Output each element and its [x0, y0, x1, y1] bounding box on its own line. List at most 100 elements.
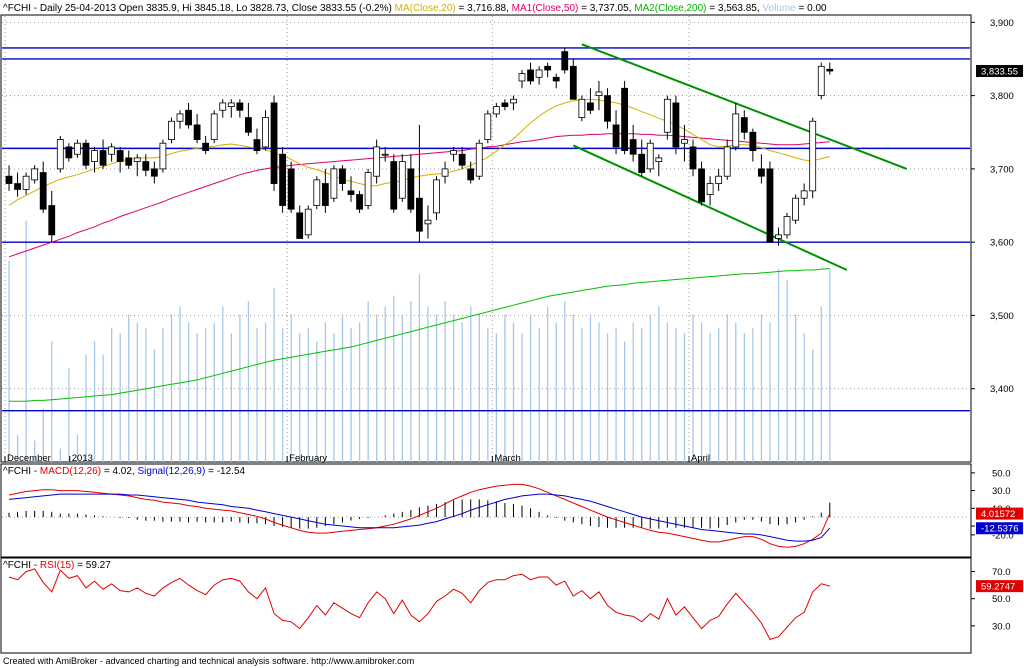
candle-body	[56, 139, 64, 170]
last-price-box	[976, 65, 1023, 78]
candle-body	[527, 69, 534, 82]
volume-bar	[299, 333, 301, 462]
volume-bar	[85, 354, 87, 462]
volume-bar	[34, 440, 36, 462]
candle-body	[672, 102, 680, 148]
volume-bar	[230, 333, 232, 462]
candle-body	[681, 139, 688, 144]
volume-bar	[418, 274, 421, 462]
candle-body	[775, 234, 782, 239]
candle-body	[706, 183, 714, 195]
candle-body	[262, 117, 269, 148]
volume-bar	[358, 322, 361, 462]
candle-body	[116, 150, 124, 162]
ma200-line	[9, 268, 830, 402]
volume-bar	[290, 314, 292, 462]
candle-body	[749, 131, 757, 151]
month-label: December	[7, 453, 51, 464]
candle-body	[569, 65, 577, 100]
candle-body	[595, 91, 603, 97]
footer-credit: Created with AmiBroker - advanced charti…	[3, 656, 415, 666]
volume-bar	[504, 314, 506, 462]
candle-body	[544, 65, 552, 71]
candle-body	[792, 197, 799, 221]
candle-body	[91, 150, 98, 162]
candle-body	[809, 120, 817, 192]
trend-line	[572, 144, 848, 271]
rsi-last-label: 59.2747	[981, 582, 1015, 593]
volume-bar	[341, 314, 344, 462]
macd-last-label: 4.01572	[981, 509, 1015, 520]
signal-line	[8, 493, 831, 542]
candle-body	[492, 106, 500, 115]
candle-body	[99, 150, 107, 166]
main-header: ^FCHI - Daily 25-04-2013 Open 3835.9, Hi…	[3, 3, 827, 15]
volume-bar	[487, 327, 489, 462]
rsi-plot: 70.0 50.0 30.0 59.2747	[8, 567, 1023, 641]
volume-bar	[435, 314, 438, 462]
candle-body	[424, 219, 432, 225]
candle-body	[723, 146, 731, 177]
candle-body	[398, 161, 406, 199]
price-tick-label: 3,700	[990, 164, 1014, 175]
candle-body	[638, 153, 646, 173]
candle-body	[330, 168, 338, 199]
ma200-value: = 3,563.85,	[709, 3, 760, 14]
candle-body	[279, 153, 287, 206]
volume-bar	[658, 306, 660, 462]
volume-bar	[700, 322, 703, 462]
candle-body	[407, 168, 415, 210]
volume-bar	[42, 408, 44, 462]
trend-line	[581, 43, 908, 170]
signal-label: Signal(12,26,9)	[137, 466, 206, 477]
volume-bar	[478, 314, 480, 462]
candle-body	[364, 172, 372, 206]
candle-body	[356, 194, 363, 210]
candle-body	[193, 124, 201, 140]
candle-body	[219, 102, 227, 111]
volume-bar	[222, 306, 224, 462]
volume-bar	[59, 448, 61, 462]
signal-last-label: -12.5376	[981, 524, 1019, 535]
candle-body	[467, 168, 475, 181]
candle-body	[22, 175, 30, 190]
volume-bar	[666, 322, 669, 462]
candle-body	[458, 153, 466, 166]
candle-body	[48, 205, 56, 236]
candle-body	[236, 102, 244, 111]
gridlines	[2, 16, 970, 462]
volume-bar	[615, 327, 617, 462]
volume-bar	[324, 322, 327, 462]
volume-bar	[803, 333, 805, 462]
candle-body	[450, 150, 458, 155]
volume-bar	[119, 333, 121, 462]
macd-line	[8, 483, 831, 548]
candle-body	[210, 113, 218, 140]
candle-body	[253, 139, 261, 151]
volume-bar	[760, 314, 763, 462]
last-price-label: 3,833.55	[981, 67, 1018, 78]
candle-body	[689, 146, 697, 170]
ma50-label: MA1(Close,50)	[511, 3, 579, 14]
volume-bar	[598, 322, 600, 462]
candle-body	[142, 161, 150, 171]
price-panel-frame	[0, 14, 972, 463]
macd-tick-label: 30.0	[992, 486, 1011, 497]
rsi-panel-frame	[0, 557, 972, 654]
month-label: April	[691, 453, 710, 464]
volume-bar	[376, 314, 378, 462]
price-tick-label: 3,500	[990, 311, 1014, 322]
volume-bar	[675, 327, 677, 462]
rsi-tick-label: 50.0	[992, 594, 1011, 605]
volume-bar	[589, 314, 592, 462]
volume-bar	[606, 333, 609, 462]
volume-bar	[453, 314, 455, 462]
volume-bar	[624, 341, 626, 462]
volume-bar	[239, 314, 241, 462]
candle-body	[185, 109, 192, 126]
volume-bar	[427, 306, 429, 462]
price-axis: 3,900 3,800 3,700 3,600 3,500 3,400 December 20…	[4, 18, 1023, 464]
candle-body	[587, 102, 594, 111]
candle-body	[159, 142, 167, 170]
volume-bar	[145, 327, 147, 462]
